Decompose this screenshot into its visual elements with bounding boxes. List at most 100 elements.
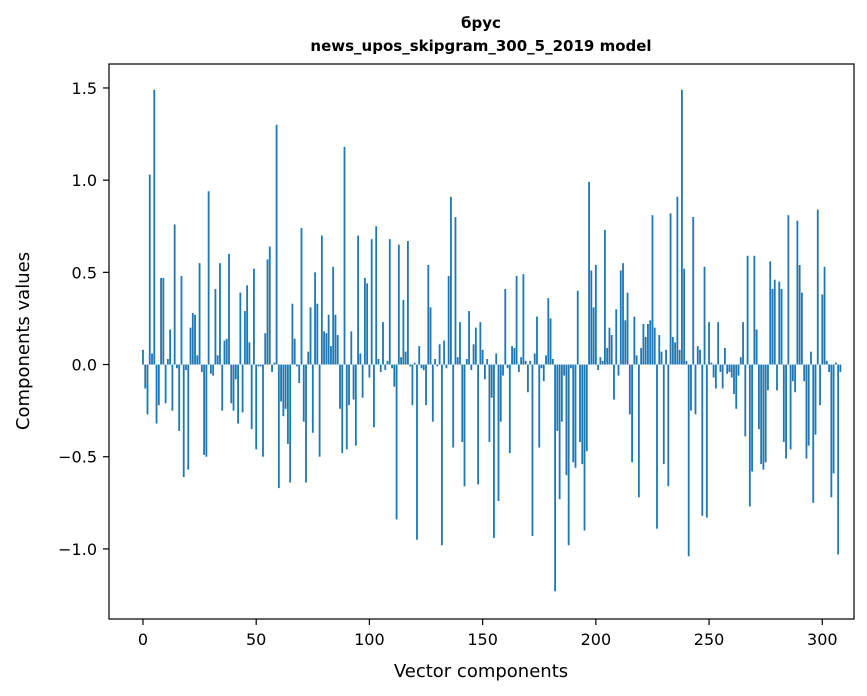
bar-137 (452, 364, 455, 448)
bar-308 (839, 364, 842, 372)
bar-77 (316, 303, 319, 365)
bar-68 (296, 364, 298, 367)
bar-46 (246, 285, 249, 365)
bar-119 (411, 364, 414, 406)
bar-286 (789, 364, 792, 450)
bar-304 (830, 364, 833, 498)
bar-203 (601, 360, 604, 365)
bar-97 (361, 364, 364, 398)
bar-140 (459, 322, 461, 365)
bar-248 (703, 266, 706, 365)
bar-144 (468, 311, 470, 365)
bar-262 (735, 364, 738, 409)
bar-245 (696, 346, 699, 365)
bar-279 (773, 279, 776, 365)
bar-258 (726, 364, 729, 374)
bar-152 (486, 359, 489, 365)
bar-28 (205, 364, 208, 457)
bar-103 (375, 226, 378, 365)
bar-9 (162, 277, 165, 365)
bar-104 (377, 359, 380, 365)
bar-93 (352, 364, 355, 400)
bar-209 (615, 309, 618, 365)
bar-127 (429, 307, 432, 365)
bar-62 (282, 364, 285, 417)
bar-59 (275, 124, 278, 365)
bar-38 (228, 253, 230, 365)
x-tick-label: 200 (581, 630, 612, 649)
bar-10 (164, 364, 167, 404)
bar-229 (660, 351, 663, 365)
bar-167 (520, 357, 523, 365)
bar-195 (583, 364, 586, 531)
bar-272 (757, 364, 760, 430)
bar-98 (363, 277, 366, 365)
bar-91 (348, 364, 350, 406)
bar-249 (705, 364, 708, 518)
bar-44 (241, 364, 244, 413)
bar-185 (560, 364, 563, 422)
bar-131 (438, 344, 441, 365)
bar-107 (384, 364, 387, 371)
bar-88 (341, 364, 344, 454)
bar-61 (280, 364, 282, 402)
bar-105 (379, 364, 382, 372)
bar-48 (250, 364, 253, 430)
bar-271 (755, 329, 758, 365)
bar-232 (667, 364, 670, 487)
bar-159 (502, 364, 504, 376)
bar-301 (823, 266, 826, 365)
bar-196 (585, 364, 588, 452)
y-tick-label: 0.0 (72, 356, 97, 375)
bar-223 (647, 323, 649, 365)
bar-1 (144, 364, 147, 389)
bar-125 (425, 364, 427, 406)
bar-156 (495, 353, 498, 365)
bar-123 (420, 364, 423, 369)
bar-247 (701, 364, 704, 516)
bar-307 (837, 364, 840, 555)
bar-293 (805, 364, 808, 459)
bar-210 (617, 364, 620, 376)
bar-95 (357, 235, 359, 365)
bar-113 (397, 244, 400, 365)
bar-158 (499, 364, 502, 422)
bar-106 (382, 322, 384, 365)
bar-212 (622, 263, 624, 365)
bar-150 (481, 349, 484, 365)
bar-96 (359, 353, 362, 365)
bar-233 (669, 213, 672, 365)
bar-165 (515, 276, 518, 365)
bar-187 (565, 364, 568, 476)
bar-181 (551, 359, 554, 365)
bar-3 (148, 174, 151, 365)
bar-136 (450, 196, 452, 365)
bar-47 (248, 342, 251, 365)
bar-70 (300, 228, 303, 365)
bar-66 (291, 303, 294, 365)
bar-226 (653, 327, 656, 365)
y-tick-label: −1.0 (58, 540, 97, 559)
bar-32 (214, 288, 217, 365)
bar-27 (203, 364, 206, 455)
bar-176 (540, 364, 543, 369)
bar-86 (336, 335, 339, 365)
bar-63 (284, 364, 287, 409)
bar-45 (243, 311, 246, 365)
bar-189 (570, 364, 572, 369)
bar-114 (400, 357, 403, 365)
bar-76 (314, 272, 316, 365)
bar-67 (293, 338, 296, 365)
bar-132 (440, 364, 443, 546)
y-tick-label: 1.5 (72, 79, 97, 98)
bar-180 (549, 318, 552, 365)
bar-300 (821, 294, 824, 365)
bar-162 (508, 364, 511, 454)
bar-256 (721, 364, 724, 389)
bar-30 (209, 364, 212, 374)
bar-274 (762, 364, 765, 470)
bar-283 (782, 364, 785, 442)
x-tick-label: 150 (467, 630, 498, 649)
bar-297 (814, 364, 817, 435)
